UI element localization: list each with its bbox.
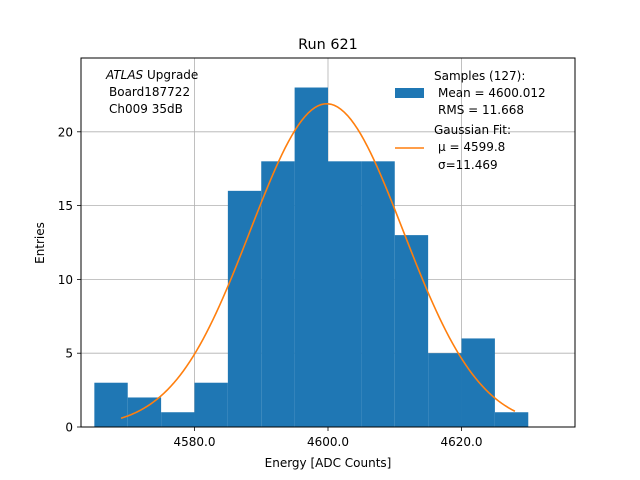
x-tick-label: 4620.0 — [441, 435, 483, 449]
svg-text:ATLAS Upgrade: ATLAS Upgrade — [105, 68, 198, 82]
atlas-label: ATLAS — [105, 68, 144, 82]
x-axis-label: Energy [ADC Counts] — [265, 456, 392, 470]
histogram-bar — [194, 382, 228, 427]
y-axis-label: Entries — [33, 222, 47, 264]
chart-title: Run 621 — [298, 37, 358, 53]
annotation-line-2: Board187722 — [109, 85, 190, 99]
histogram-bar — [428, 353, 462, 427]
x-tick-label: 4600.0 — [307, 435, 349, 449]
y-tick-label: 5 — [65, 347, 73, 361]
y-axis-ticks: 0 5 10 15 20 — [58, 125, 81, 435]
legend-mean-label: Mean = 4600.012 — [438, 86, 546, 100]
y-tick-label: 15 — [58, 199, 73, 213]
histogram-bar — [294, 87, 328, 428]
histogram-bar — [461, 338, 495, 427]
legend-sigma-label: σ=11.469 — [438, 158, 498, 172]
legend-histogram-swatch — [395, 88, 424, 98]
y-tick-label: 10 — [58, 273, 73, 287]
atlas-annotation: ATLAS Upgrade Board187722 Ch009 35dB — [105, 68, 198, 116]
y-tick-label: 20 — [58, 125, 73, 139]
histogram-bar — [161, 412, 195, 427]
histogram-bar — [261, 161, 295, 427]
histogram-bar — [394, 235, 429, 427]
x-tick-label: 4580.0 — [173, 435, 215, 449]
annotation-line-3: Ch009 35dB — [109, 102, 183, 116]
histogram-bar — [361, 161, 395, 427]
x-axis-ticks: 4580.0 4600.0 4620.0 — [173, 427, 483, 449]
legend-mu-label: μ = 4599.8 — [438, 140, 505, 154]
histogram-bar — [94, 382, 128, 427]
histogram-bar — [227, 190, 262, 427]
histogram-bar — [127, 397, 162, 427]
legend-histogram-label: Samples (127): — [434, 69, 525, 83]
histogram-bar — [328, 161, 362, 427]
y-tick-label: 0 — [65, 421, 73, 435]
legend-fit-label: Gaussian Fit: — [434, 123, 511, 137]
histogram-bar — [494, 412, 529, 427]
histogram-bars — [94, 87, 529, 428]
gaussian-fit-curve — [120, 102, 516, 419]
legend: Samples (127): Mean = 4600.012 RMS = 11.… — [395, 69, 546, 172]
annotation-line-1: Upgrade — [143, 68, 198, 82]
legend-rms-label: RMS = 11.668 — [438, 103, 524, 117]
